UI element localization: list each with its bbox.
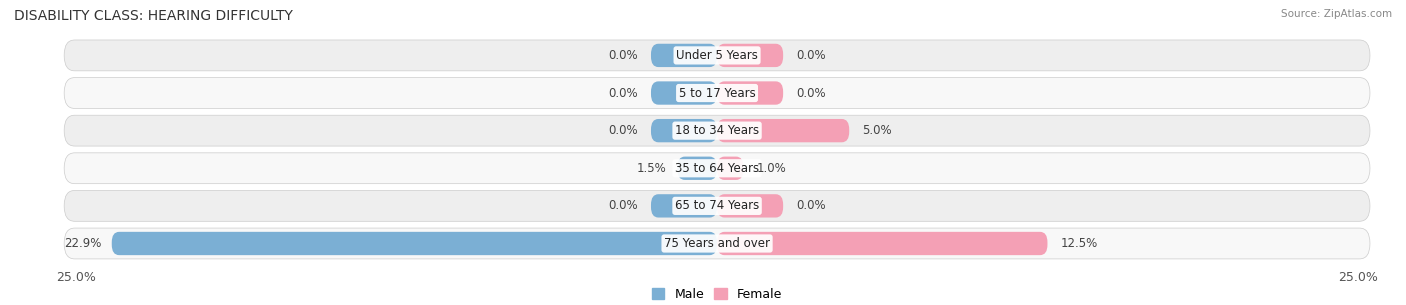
FancyBboxPatch shape (65, 77, 1369, 109)
FancyBboxPatch shape (65, 153, 1369, 184)
FancyBboxPatch shape (65, 115, 1369, 146)
Text: 0.0%: 0.0% (609, 124, 638, 137)
Text: 25.0%: 25.0% (56, 271, 96, 284)
Text: 25.0%: 25.0% (1339, 271, 1378, 284)
FancyBboxPatch shape (65, 228, 1369, 259)
Text: 0.0%: 0.0% (609, 87, 638, 99)
Text: 22.9%: 22.9% (63, 237, 101, 250)
Legend: Male, Female: Male, Female (647, 283, 787, 305)
FancyBboxPatch shape (717, 81, 783, 105)
Text: 1.0%: 1.0% (756, 162, 786, 175)
Text: 35 to 64 Years: 35 to 64 Years (675, 162, 759, 175)
Text: 75 Years and over: 75 Years and over (664, 237, 770, 250)
Text: 65 to 74 Years: 65 to 74 Years (675, 199, 759, 212)
Text: 0.0%: 0.0% (796, 49, 825, 62)
Text: Under 5 Years: Under 5 Years (676, 49, 758, 62)
Text: 5.0%: 5.0% (862, 124, 891, 137)
FancyBboxPatch shape (717, 44, 783, 67)
Text: 12.5%: 12.5% (1060, 237, 1098, 250)
FancyBboxPatch shape (717, 119, 849, 142)
Text: 5 to 17 Years: 5 to 17 Years (679, 87, 755, 99)
Text: DISABILITY CLASS: HEARING DIFFICULTY: DISABILITY CLASS: HEARING DIFFICULTY (14, 9, 292, 23)
Text: 0.0%: 0.0% (796, 87, 825, 99)
Text: 1.5%: 1.5% (637, 162, 666, 175)
FancyBboxPatch shape (651, 44, 717, 67)
Text: 0.0%: 0.0% (609, 49, 638, 62)
FancyBboxPatch shape (717, 194, 783, 217)
FancyBboxPatch shape (651, 119, 717, 142)
Text: 18 to 34 Years: 18 to 34 Years (675, 124, 759, 137)
FancyBboxPatch shape (651, 194, 717, 217)
FancyBboxPatch shape (651, 81, 717, 105)
Text: Source: ZipAtlas.com: Source: ZipAtlas.com (1281, 9, 1392, 19)
FancyBboxPatch shape (65, 40, 1369, 71)
FancyBboxPatch shape (65, 190, 1369, 221)
FancyBboxPatch shape (717, 156, 744, 180)
FancyBboxPatch shape (111, 232, 717, 255)
Text: 0.0%: 0.0% (609, 199, 638, 212)
FancyBboxPatch shape (678, 156, 717, 180)
Text: 0.0%: 0.0% (796, 199, 825, 212)
FancyBboxPatch shape (717, 232, 1047, 255)
